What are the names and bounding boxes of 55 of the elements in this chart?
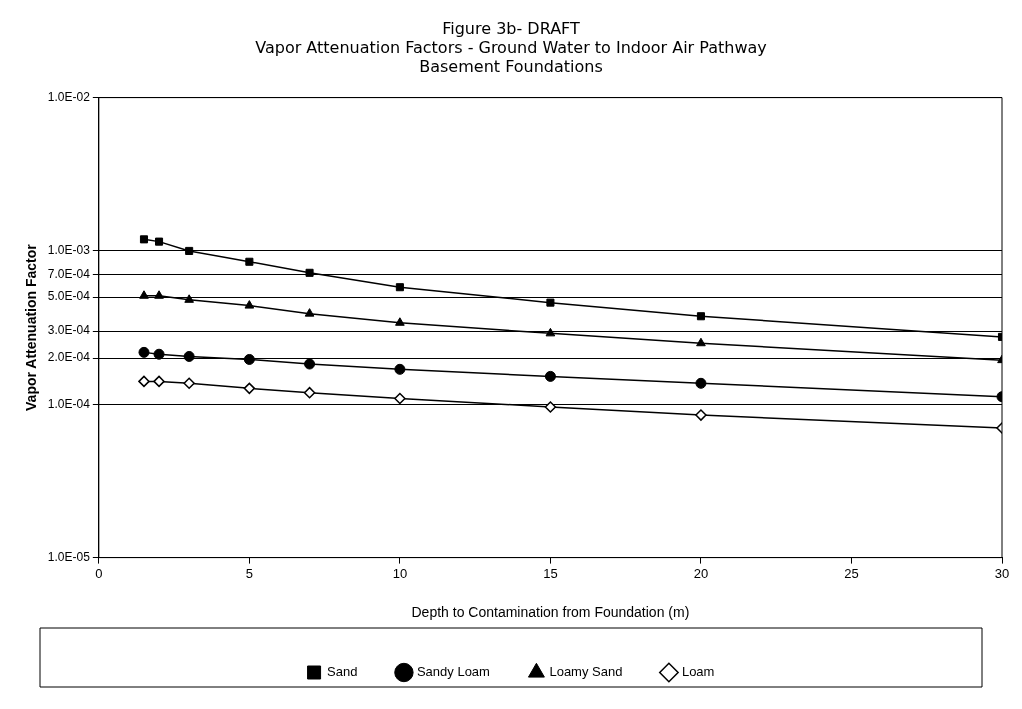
point xyxy=(139,290,149,299)
x-tick-label: 0 xyxy=(95,565,103,581)
point xyxy=(696,312,705,321)
point xyxy=(695,377,707,389)
x-tick-label: 20 xyxy=(693,565,709,581)
point xyxy=(244,300,255,309)
point xyxy=(304,358,316,370)
point xyxy=(155,237,164,246)
legend-label: Sandy Loam xyxy=(416,664,490,680)
point xyxy=(183,350,195,362)
point xyxy=(138,375,150,388)
point xyxy=(243,382,256,395)
y-tick-label: 1.0E-03 xyxy=(47,243,91,258)
y-tick-label: 1.0E-05 xyxy=(47,549,91,564)
point xyxy=(303,386,316,399)
x-tick-label: 10 xyxy=(392,565,408,581)
legend-label: Sand xyxy=(327,664,358,680)
point xyxy=(394,363,406,375)
point xyxy=(546,298,555,307)
legend-label: Loam xyxy=(681,664,715,680)
point xyxy=(544,370,556,382)
point xyxy=(153,348,165,360)
point xyxy=(243,353,255,365)
point xyxy=(185,246,194,255)
y-tick-label: 1.0E-04 xyxy=(47,396,91,411)
point xyxy=(545,327,556,337)
x-tick-label: 30 xyxy=(994,565,1010,581)
point xyxy=(395,283,404,292)
chart-subtitle: Vapor Attenuation Factors - Ground Water to Indoor Air Pathway Basement Foundations xyxy=(255,37,767,77)
point xyxy=(183,377,195,390)
point xyxy=(394,392,406,405)
y-tick-label: 1.0E-02 xyxy=(47,89,91,104)
x-tick-label: 15 xyxy=(543,565,558,581)
point xyxy=(544,401,557,413)
y-tick-label: 5.0E-04 xyxy=(47,289,91,304)
x-tick-label: 5 xyxy=(245,565,253,581)
point xyxy=(695,409,707,421)
chart-title: Figure 3b- DRAFT xyxy=(442,18,581,38)
point xyxy=(245,257,254,266)
y-tick-label: 2.0E-04 xyxy=(47,350,91,365)
point xyxy=(304,308,315,317)
y-tick-label: 7.0E-04 xyxy=(47,267,91,281)
point xyxy=(154,290,164,299)
x-axis-title: Depth to Contamination from Foundation (m) xyxy=(411,604,690,621)
point xyxy=(153,375,165,388)
y-axis-title: Vapor Attenuation Factor xyxy=(23,243,40,411)
x-tick-label: 25 xyxy=(844,565,859,581)
point xyxy=(395,317,405,326)
point xyxy=(696,337,706,347)
point xyxy=(139,235,149,244)
point xyxy=(138,346,150,358)
legend-label: Loamy Sand xyxy=(549,664,623,680)
point xyxy=(184,294,194,303)
point xyxy=(305,268,314,277)
y-tick-label: 3.0E-04 xyxy=(47,323,91,338)
